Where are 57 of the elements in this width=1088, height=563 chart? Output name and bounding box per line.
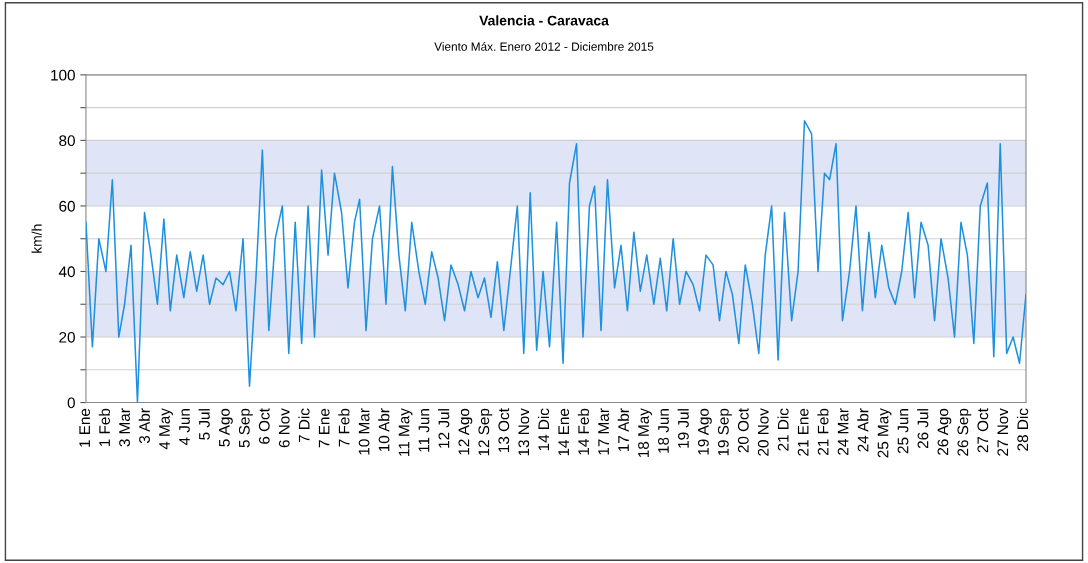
x-tick-label: 26 Sep (957, 408, 972, 456)
x-tick-label: 10 Abr (378, 408, 390, 452)
x-tick-label: 12 Sep (478, 408, 493, 456)
x-tick-label: 21 Dic (777, 408, 789, 451)
x-tick-label: 5 Sep (238, 408, 253, 448)
x-tick-label: 7 Ene (318, 408, 330, 448)
x-tick-label: 17 Abr (617, 408, 629, 452)
x-tick-label: 6 Nov (278, 408, 290, 448)
x-tick-label: 4 May (159, 408, 173, 450)
x-tick-label: 19 Sep (717, 408, 732, 456)
y-tick-label: 60 (59, 200, 75, 212)
x-tick-label: 24 Mar (837, 408, 849, 455)
x-tick-label: 26 Jul (917, 409, 929, 449)
x-tick-label: 12 Ago (458, 408, 473, 455)
x-tick-label: 19 Jul (677, 409, 689, 448)
x-tick-label: 1 Ene (79, 408, 91, 447)
x-tick-label: 24 Abr (857, 408, 869, 452)
x-tick-label: 6 Oct (258, 408, 270, 444)
x-tick-label: 21 Ene (797, 408, 809, 456)
x-tick-label: 28 Dic (1016, 408, 1029, 451)
y-tick-label: 20 (59, 331, 75, 343)
x-tick-label: 18 May (638, 408, 652, 458)
y-tick-label: 80 (59, 135, 75, 147)
x-tick-label: 25 May (877, 408, 892, 458)
chart-title: Valencia - Caravaca (479, 15, 609, 26)
x-tick-label: 21 Feb (817, 408, 829, 455)
x-tick-label: 12 Jul (438, 409, 450, 448)
chart-subtitle: Viento Máx. Enero 2012 - Diciembre 2015 (434, 41, 654, 51)
x-tick-label: 11 May (398, 408, 413, 456)
x-tick-label: 5 Jul (198, 409, 210, 440)
x-tick-label: 3 Mar (119, 408, 130, 447)
x-tick-label: 10 Mar (358, 408, 370, 455)
x-tick-label: 5 Ago (219, 408, 233, 447)
x-tick-label: 17 Mar (598, 408, 609, 455)
y-tick-label: 40 (58, 266, 75, 278)
x-tick-label: 18 Jun (658, 409, 669, 453)
y-tick-label: 0 (67, 397, 75, 409)
y-axis-title: km/h (31, 224, 42, 253)
x-tick-label: 7 Feb (338, 408, 350, 447)
x-tick-label: 25 Jun (897, 409, 909, 454)
x-tick-label: 14 Ene (558, 408, 570, 456)
x-tick-label: 26 Ago (937, 408, 952, 455)
x-tick-label: 4 Jun (179, 409, 190, 446)
x-tick-label: 13 Oct (498, 408, 510, 452)
x-tick-label: 14 Feb (577, 408, 590, 455)
x-tick-label: 14 Dic (537, 408, 550, 451)
x-tick-label: 27 Oct (977, 408, 989, 453)
x-tick-label: 27 Nov (997, 408, 1009, 456)
x-tick-label: 3 Abr (138, 408, 150, 444)
x-tick-label: 20 Nov (757, 408, 769, 456)
y-tick-label: 100 (51, 69, 75, 81)
x-tick-label: 20 Oct (737, 408, 749, 453)
x-tick-label: 1 Feb (98, 408, 111, 446)
x-tick-label: 7 Dic (298, 408, 310, 443)
x-tick-label: 19 Ago (697, 408, 712, 455)
x-tick-label: 11 Jun (418, 409, 430, 452)
x-tick-label: 13 Nov (518, 408, 530, 456)
